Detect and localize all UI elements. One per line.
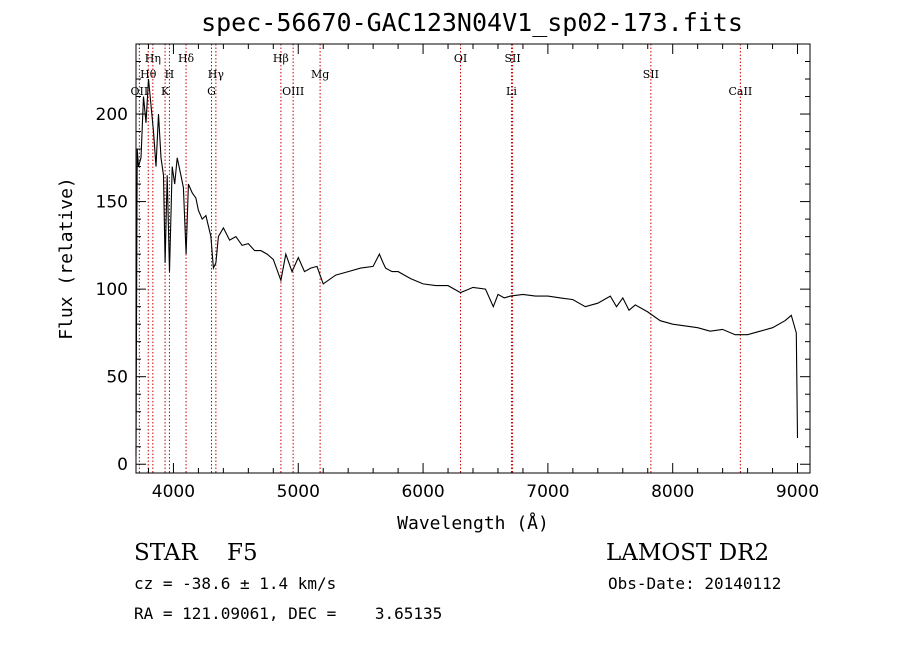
coordinates-text: RA = 121.09061, DEC = 3.65135: [134, 604, 443, 623]
y-tick-label: 50: [106, 368, 128, 388]
spectrum-line: [135, 78, 799, 456]
line-markers: OII Hθ Hη HK Hδ Hγ G Hβ OIII Mg OI SII Li SII CaII: [131, 44, 753, 473]
line-marker-label: K: [161, 85, 170, 98]
line-marker-label: SII: [643, 68, 659, 81]
axis-ticks: 4000 5000 6000 7000 8000 9000 0 50 100 150 200: [96, 44, 819, 502]
survey-name: LAMOST DR2: [606, 540, 770, 566]
plot-frame: [135, 43, 811, 474]
line-marker-label: Hδ: [178, 52, 195, 65]
line-marker-label: CaII: [729, 85, 753, 98]
line-marker-label: OIII: [282, 85, 304, 98]
line-marker-label: Hβ: [273, 52, 289, 65]
line-marker-label: G: [207, 85, 216, 98]
line-marker-label: OII: [131, 85, 149, 98]
x-tick-label: 6000: [401, 482, 444, 502]
line-marker-label: Hγ: [208, 68, 225, 81]
x-tick-label: 7000: [526, 482, 569, 502]
y-tick-label: 100: [96, 280, 128, 300]
obs-date-text: Obs-Date: 20140112: [608, 574, 782, 593]
line-marker-label: OI: [454, 52, 467, 65]
y-tick-label: 150: [96, 193, 128, 213]
x-axis-label: Wavelength (Å): [397, 512, 549, 534]
line-marker-label: Hη: [145, 52, 161, 65]
redshift-text: cz = -38.6 ± 1.4 km/s: [134, 574, 337, 593]
line-marker-label: SII: [504, 52, 520, 65]
chart-title: spec-56670-GAC123N04V1_sp02-173.fits: [201, 8, 743, 37]
y-axis-label: Flux (relative): [56, 177, 77, 340]
x-tick-label: 4000: [152, 482, 195, 502]
line-marker-label: Mg: [311, 68, 329, 81]
y-tick-label: 0: [117, 455, 128, 475]
spectrum-series: [135, 78, 799, 456]
spectrum-plot: spec-56670-GAC123N04V1_sp02-173.fits OII…: [56, 8, 819, 534]
line-marker-label: Hθ: [140, 68, 157, 81]
line-marker-label: H: [165, 68, 175, 81]
line-marker-label: Li: [506, 85, 517, 98]
x-tick-label: 8000: [651, 482, 694, 502]
x-tick-label: 5000: [277, 482, 320, 502]
object-class: STAR F5: [134, 540, 258, 566]
y-tick-label: 200: [96, 105, 128, 125]
x-tick-label: 9000: [776, 482, 819, 502]
